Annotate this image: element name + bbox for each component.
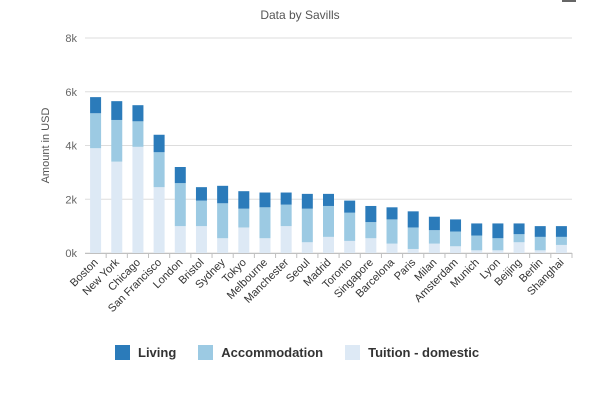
bar-tuition-domestic (471, 250, 483, 253)
bar-living (344, 200, 356, 213)
bar-tuition-domestic (450, 246, 462, 253)
bar-accommodation (492, 238, 504, 251)
bar-accommodation (259, 207, 271, 239)
chart-menu-icon[interactable] (562, 0, 576, 6)
bar-tuition-domestic (513, 242, 525, 253)
bar-living (386, 207, 398, 220)
bar-living (174, 167, 186, 184)
bar-accommodation (238, 208, 250, 228)
bar-living (280, 192, 292, 205)
bar-accommodation (428, 230, 440, 244)
legend-label-tuition-domestic: Tuition - domestic (368, 345, 480, 360)
bar-tuition-domestic (195, 226, 207, 253)
bar-tuition-domestic (259, 238, 271, 253)
bar-living (407, 211, 419, 228)
bar-tuition-domestic (153, 187, 165, 253)
y-tick-label: 4k (65, 141, 77, 153)
bar-living (365, 205, 377, 223)
bar-living (492, 223, 504, 239)
y-tick-label: 2k (65, 194, 77, 206)
bar-accommodation (323, 205, 334, 237)
bar-accommodation (217, 203, 229, 239)
bar-tuition-domestic (217, 238, 229, 253)
bar-accommodation (132, 121, 144, 147)
bar-living (238, 191, 250, 209)
bar-accommodation (195, 200, 207, 227)
bar-accommodation (280, 204, 292, 227)
bar-living (323, 193, 334, 206)
legend-label-accommodation: Accommodation (221, 345, 324, 360)
legend-label-living: Living (138, 345, 177, 360)
legend: Living Accommodation Tuition - domestic (115, 345, 501, 360)
bar-tuition-domestic (174, 226, 186, 253)
legend-swatch-accommodation (198, 345, 214, 360)
bar-accommodation (555, 236, 567, 245)
bar-accommodation (90, 113, 102, 149)
y-tick-label: 0k (65, 248, 77, 260)
bar-tuition-domestic (428, 243, 440, 253)
y-tick-label: 6k (65, 87, 77, 99)
bar-accommodation (344, 212, 356, 241)
bar-tuition-domestic (90, 148, 102, 253)
bar-living (555, 226, 567, 237)
bar-tuition-domestic (407, 248, 419, 253)
bar-accommodation (534, 236, 546, 251)
bar-tuition-domestic (111, 161, 123, 253)
bar-tuition-domestic (238, 227, 250, 253)
bar-living (195, 187, 207, 201)
bar-living (301, 193, 313, 209)
bar-living (471, 223, 483, 236)
bar-living (132, 105, 144, 122)
bar-living (90, 97, 102, 114)
bar-accommodation (365, 222, 377, 239)
chart-subtitle: Data by Savills (260, 8, 340, 22)
legend-swatch-living (115, 345, 130, 360)
bar-accommodation (174, 183, 186, 227)
bar-accommodation (111, 119, 123, 162)
bar-living (450, 219, 462, 232)
bar-living (259, 192, 271, 208)
bar-tuition-domestic (492, 250, 504, 253)
bar-accommodation (407, 227, 419, 249)
legend-item-accommodation[interactable]: Accommodation (198, 345, 323, 360)
bar-living (153, 134, 165, 153)
y-axis-title: Amount in USD (40, 108, 52, 184)
bar-tuition-domestic (344, 240, 356, 253)
legend-item-living[interactable]: Living (115, 345, 176, 360)
bar-tuition-domestic (323, 236, 334, 253)
bar-tuition-domestic (534, 250, 546, 253)
bar-living (513, 223, 525, 235)
bar-tuition-domestic (386, 243, 398, 253)
bar-tuition-domestic (280, 226, 292, 253)
y-tick-label: 8k (65, 33, 77, 45)
bar-accommodation (301, 208, 313, 243)
bar-layer (90, 97, 567, 253)
bar-living (111, 101, 123, 120)
bar-tuition-domestic (555, 244, 567, 253)
bar-accommodation (153, 152, 165, 188)
bar-living (428, 216, 440, 231)
bar-tuition-domestic (301, 242, 313, 253)
legend-swatch-tuition-domestic (345, 345, 361, 360)
bar-accommodation (513, 234, 525, 243)
legend-item-tuition-domestic[interactable]: Tuition - domestic (345, 345, 479, 360)
bar-living (217, 185, 229, 204)
bar-living (534, 226, 546, 237)
bar-accommodation (450, 231, 462, 247)
bar-tuition-domestic (365, 238, 377, 253)
bar-tuition-domestic (132, 146, 144, 253)
bar-accommodation (471, 235, 483, 251)
bar-accommodation (386, 219, 398, 244)
